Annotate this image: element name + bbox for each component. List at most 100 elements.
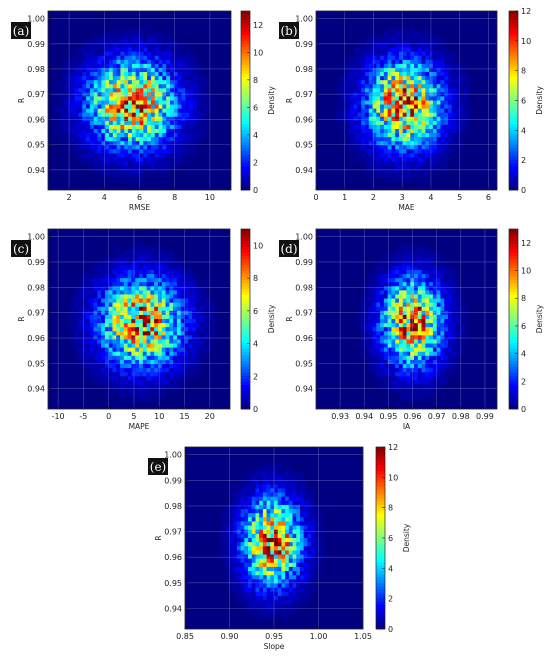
heatmap-cell [70,112,75,118]
heatmap-cell [387,294,392,299]
heatmap-cell [459,339,464,344]
heatmap-cell [203,335,208,340]
heatmap-cell [436,347,441,353]
heatmap-cell [387,364,392,369]
heatmap-cell [365,339,370,344]
heatmap-cell [380,368,385,373]
heatmap-cell [372,364,377,369]
heatmap-cell [67,80,72,85]
heatmap-cell [196,128,201,134]
heatmap-cell [398,384,404,389]
x-tick-label: 4 [102,193,107,202]
colorbar-segment [509,145,518,149]
heatmap-cell [85,339,91,344]
heatmap-cell [74,63,79,69]
heatmap-cell [101,47,106,52]
heatmap-cell [459,72,464,77]
heatmap-cell [177,88,182,93]
colorbar-segment [509,358,518,362]
heatmap-cell [353,104,358,109]
heatmap-cell [116,84,121,89]
heatmap-cell [361,339,366,344]
heatmap-cell [189,141,194,146]
heatmap-cell [463,96,468,101]
heatmap-cell [342,80,347,85]
heatmap-cell [82,310,87,316]
heatmap-cell [376,153,381,158]
heatmap-cell [365,335,370,340]
heatmap-cell [74,51,79,57]
heatmap-cell [166,161,171,166]
heatmap-cell [89,108,95,114]
heatmap-cell [166,108,171,114]
heatmap-cell [440,141,445,146]
colorbar-segment [241,271,250,275]
heatmap-cell [150,372,155,377]
heatmap-cell [421,108,426,114]
heatmap-cell [131,80,136,85]
heatmap-cell [440,359,445,365]
heatmap-cell [123,347,128,353]
heatmap-cell [185,104,190,109]
heatmap-cell [82,157,87,162]
heatmap-cell [135,100,140,105]
heatmap-cell [170,137,175,142]
heatmap-cell [74,76,79,81]
heatmap-cell [421,364,426,369]
heatmap-cell [380,96,385,101]
heatmap-cell [177,128,182,134]
heatmap-cell [185,76,190,81]
colorbar-segment [509,361,518,365]
heatmap-cell [157,249,163,254]
heatmap-cell [440,294,445,299]
colorbar-segment [509,112,518,116]
heatmap-cell [365,343,370,348]
heatmap-cell [432,388,437,393]
heatmap-cell [395,51,400,57]
heatmap-cell [131,335,136,340]
heatmap-cell [158,169,163,175]
heatmap-cell [463,63,468,69]
heatmap-cell [170,145,175,150]
heatmap-cell [89,298,94,303]
heatmap-cell [406,169,411,175]
heatmap-cell [365,47,370,52]
heatmap-cell [444,84,449,89]
heatmap-cell [414,253,419,258]
heatmap-cell [207,351,212,357]
heatmap-cell [101,278,106,283]
heatmap-cell [203,347,208,353]
heatmap-cell [233,504,238,510]
heatmap-cell [349,84,355,89]
heatmap-cell [459,124,464,130]
heatmap-cell [86,104,91,109]
heatmap-cell [89,141,95,146]
heatmap-cell [447,157,453,162]
colorbar-frame [508,228,519,410]
heatmap-cell [451,368,456,373]
heatmap-cell [410,47,415,52]
heatmap-cell [74,290,79,295]
heatmap-cell [365,310,370,316]
heatmap-cell [63,67,68,73]
heatmap-cell [417,310,422,316]
colorbar-segment [509,172,518,176]
heatmap-cell [154,137,159,142]
heatmap-cell [188,335,193,340]
heatmap-cell [154,343,159,348]
heatmap-cell [398,124,404,130]
heatmap-cell [402,51,407,57]
heatmap-cell [139,261,144,267]
heatmap-cell [380,327,385,332]
heatmap-cell [417,92,422,97]
heatmap-cell [120,27,125,32]
heatmap-cell [357,137,362,142]
heatmap-cell [372,149,377,154]
heatmap-cell [368,35,373,40]
heatmap-cell [93,347,98,353]
heatmap-cell [101,128,106,134]
heatmap-cell [154,286,159,291]
heatmap-cell [225,542,230,547]
heatmap-cell [147,47,152,52]
heatmap-cell [104,351,109,357]
